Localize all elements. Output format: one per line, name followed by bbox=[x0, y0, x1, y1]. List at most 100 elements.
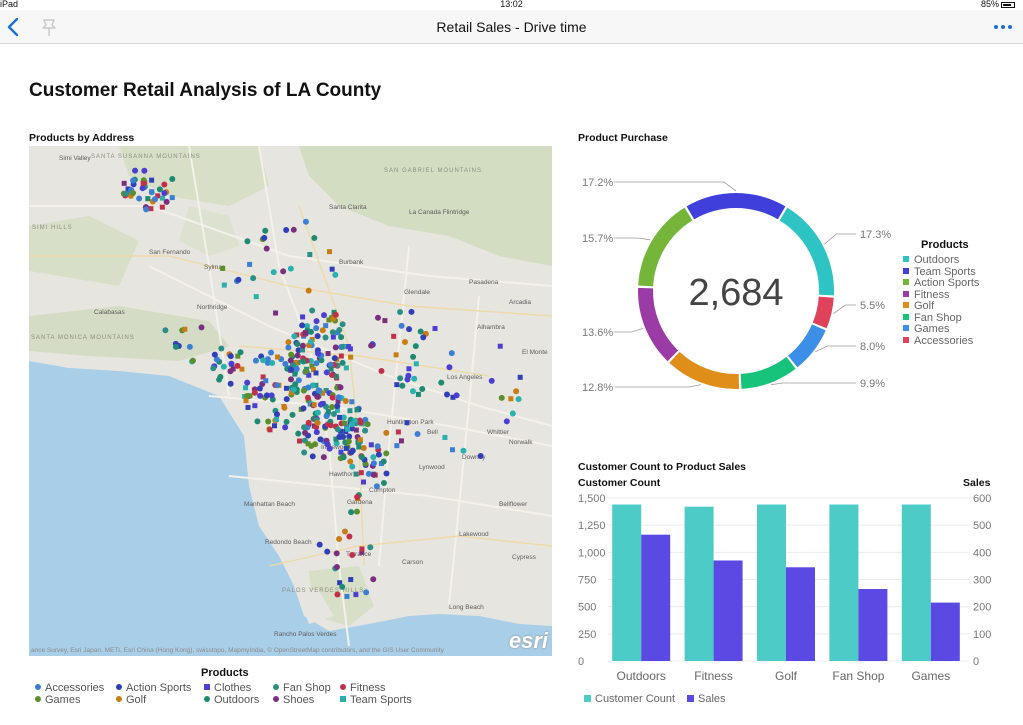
map-point[interactable] bbox=[309, 363, 315, 369]
map-point[interactable] bbox=[325, 408, 331, 414]
bar-legend-label[interactable]: Sales bbox=[698, 693, 726, 705]
map-point[interactable] bbox=[310, 367, 316, 373]
map-point[interactable] bbox=[325, 351, 331, 357]
map-point[interactable] bbox=[287, 265, 294, 272]
map-point[interactable] bbox=[305, 384, 312, 391]
map-point[interactable] bbox=[313, 325, 320, 332]
map-point[interactable] bbox=[265, 418, 272, 425]
map-point[interactable] bbox=[374, 314, 381, 321]
map-point[interactable] bbox=[247, 261, 253, 267]
map-point[interactable] bbox=[393, 352, 399, 358]
map-point[interactable] bbox=[244, 238, 251, 245]
map-point[interactable] bbox=[397, 308, 404, 315]
map-point[interactable] bbox=[288, 366, 295, 373]
more-button[interactable] bbox=[993, 16, 1013, 41]
map-point[interactable] bbox=[239, 366, 245, 372]
map-point[interactable] bbox=[156, 186, 163, 193]
map-point[interactable] bbox=[391, 333, 397, 339]
map-point[interactable] bbox=[347, 346, 353, 352]
map-point[interactable] bbox=[359, 546, 365, 552]
map-legend-item[interactable]: Fitness bbox=[340, 682, 385, 694]
map-point[interactable] bbox=[333, 373, 339, 379]
map-point[interactable] bbox=[398, 322, 405, 329]
map-point[interactable] bbox=[338, 428, 344, 434]
map-point[interactable] bbox=[336, 327, 343, 334]
map-point[interactable] bbox=[477, 452, 484, 459]
map-point[interactable] bbox=[323, 369, 330, 376]
map-point[interactable] bbox=[333, 436, 339, 442]
map-point[interactable] bbox=[172, 343, 179, 350]
map-point[interactable] bbox=[302, 218, 309, 225]
map-point[interactable] bbox=[411, 375, 418, 382]
map-point[interactable] bbox=[343, 365, 349, 371]
map-point[interactable] bbox=[210, 365, 217, 372]
map-point[interactable] bbox=[353, 427, 359, 433]
map-point[interactable] bbox=[370, 576, 377, 583]
map-point[interactable] bbox=[323, 323, 329, 329]
map-point[interactable] bbox=[305, 287, 312, 294]
map-point[interactable] bbox=[344, 424, 350, 430]
map-point[interactable] bbox=[283, 396, 290, 403]
map-point[interactable] bbox=[326, 249, 332, 255]
map-point[interactable] bbox=[330, 411, 337, 418]
map-point[interactable] bbox=[323, 413, 330, 420]
map-point[interactable] bbox=[415, 391, 421, 397]
map-point[interactable] bbox=[355, 420, 361, 426]
map-point[interactable] bbox=[378, 461, 384, 467]
map-point[interactable] bbox=[353, 471, 359, 477]
map-point[interactable] bbox=[346, 533, 353, 540]
map-point[interactable] bbox=[314, 333, 321, 340]
map-point[interactable] bbox=[316, 388, 322, 394]
map-point[interactable] bbox=[161, 181, 168, 188]
map-point[interactable] bbox=[304, 394, 311, 401]
bar-sales[interactable] bbox=[641, 534, 671, 661]
donut-segment[interactable] bbox=[779, 207, 834, 296]
map-point[interactable] bbox=[305, 419, 312, 426]
map-legend-item[interactable]: Team Sports bbox=[340, 694, 412, 706]
map-legend-item[interactable]: Accessories bbox=[35, 682, 104, 694]
donut-chart[interactable]: 17.2% 15.7% 13.6% 12.8% 17.3% 5.5% 8.0% 9.9% 2,… bbox=[570, 170, 900, 410]
map-point[interactable] bbox=[334, 403, 341, 410]
map-point[interactable] bbox=[313, 360, 320, 367]
map-point[interactable] bbox=[263, 378, 269, 384]
map-point[interactable] bbox=[163, 198, 170, 205]
map-point[interactable] bbox=[409, 388, 416, 395]
map-point[interactable] bbox=[228, 360, 235, 367]
map-point[interactable] bbox=[329, 372, 336, 379]
map-point[interactable] bbox=[354, 407, 360, 413]
map-point[interactable] bbox=[329, 403, 336, 410]
map-point[interactable] bbox=[354, 494, 361, 501]
map-canvas[interactable]: Simi Valley SANTA SUSANNA MOUNTAINS SIMI H… bbox=[29, 146, 552, 656]
map-point[interactable] bbox=[268, 392, 275, 399]
map-point[interactable] bbox=[414, 430, 421, 437]
map-point[interactable] bbox=[340, 414, 347, 421]
donut-legend-item[interactable]: Outdoors bbox=[903, 254, 959, 266]
map-point[interactable] bbox=[382, 318, 388, 324]
map-point[interactable] bbox=[322, 334, 329, 341]
map-point[interactable] bbox=[198, 324, 205, 331]
map-legend-item[interactable]: Outdoors bbox=[204, 694, 259, 706]
map-point[interactable] bbox=[335, 394, 342, 401]
map-point[interactable] bbox=[343, 445, 349, 451]
map-point[interactable] bbox=[182, 326, 188, 332]
map-point[interactable] bbox=[301, 424, 308, 431]
map-point[interactable] bbox=[329, 394, 336, 401]
map-point[interactable] bbox=[405, 372, 412, 379]
map-point[interactable] bbox=[443, 391, 450, 398]
map-point[interactable] bbox=[245, 404, 251, 410]
map-point[interactable] bbox=[285, 344, 292, 351]
map-point[interactable] bbox=[334, 591, 341, 598]
map-point[interactable] bbox=[370, 471, 377, 478]
map-legend-item[interactable]: Games bbox=[35, 694, 80, 706]
map-point[interactable] bbox=[408, 308, 415, 315]
map-point[interactable] bbox=[169, 175, 176, 182]
map-point[interactable] bbox=[314, 419, 321, 426]
map-point[interactable] bbox=[317, 436, 324, 443]
map-point[interactable] bbox=[307, 251, 313, 257]
map-point[interactable] bbox=[332, 311, 339, 318]
map-point[interactable] bbox=[345, 426, 351, 432]
map-point[interactable] bbox=[329, 329, 336, 336]
map-point[interactable] bbox=[295, 377, 302, 384]
map-point[interactable] bbox=[136, 195, 143, 202]
map-point[interactable] bbox=[263, 392, 270, 399]
